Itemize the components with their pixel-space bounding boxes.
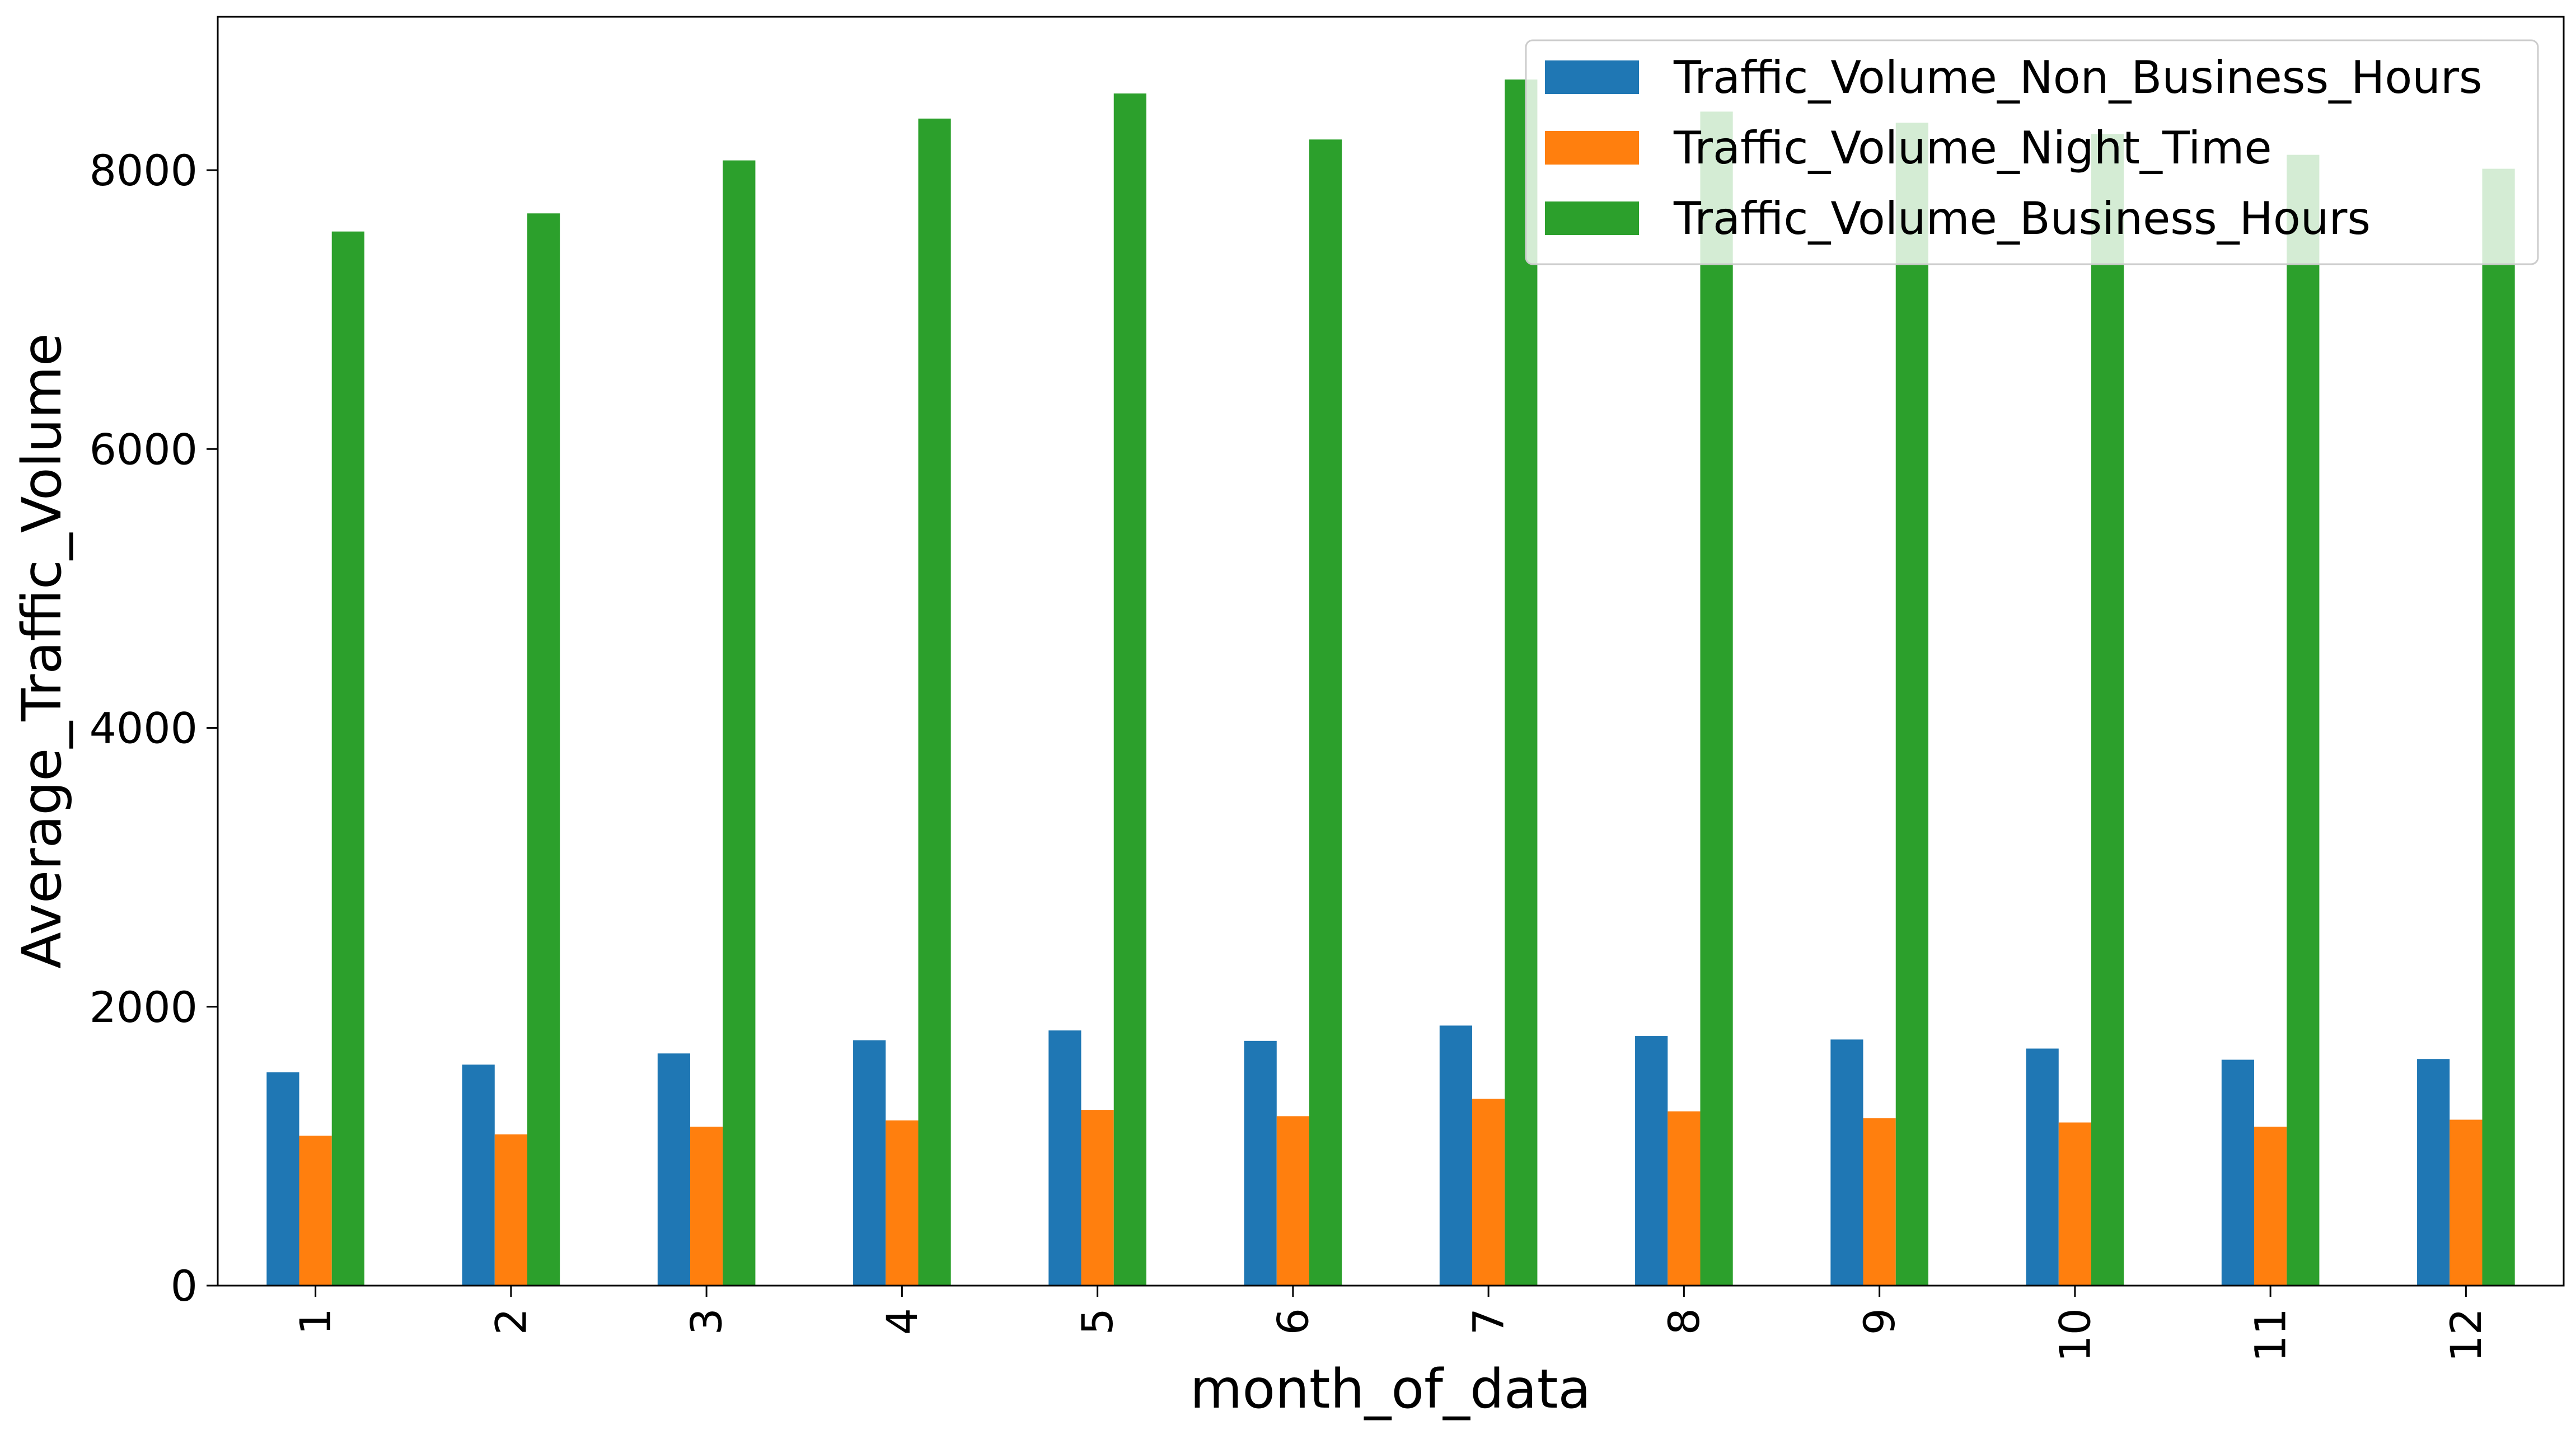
x-tick-label: 10 xyxy=(2050,1308,2100,1362)
bar-series-1-month-12 xyxy=(2417,1059,2450,1286)
legend-label: Traffic_Volume_Non_Business_Hours xyxy=(1673,51,2483,104)
legend-swatch xyxy=(1545,60,1639,94)
bar-series-2-month-11 xyxy=(2254,1127,2287,1286)
bar-series-2-month-4 xyxy=(886,1120,919,1286)
bar-series-1-month-1 xyxy=(266,1072,299,1286)
legend-label: Traffic_Volume_Business_Hours xyxy=(1673,193,2371,245)
bar-series-3-month-4 xyxy=(918,118,951,1286)
x-tick-label: 7 xyxy=(1464,1308,1514,1335)
x-tick-label: 1 xyxy=(291,1308,340,1335)
y-tick-label: 4000 xyxy=(90,704,198,753)
bar-series-2-month-3 xyxy=(690,1127,723,1286)
bar-series-2-month-2 xyxy=(494,1134,527,1286)
x-axis-label: month_of_data xyxy=(1190,1358,1591,1420)
bar-series-1-month-5 xyxy=(1048,1030,1081,1286)
x-tick-label: 3 xyxy=(682,1308,732,1335)
bars-layer xyxy=(266,79,2515,1286)
bar-series-1-month-8 xyxy=(1635,1036,1668,1286)
legend-swatch xyxy=(1545,131,1639,165)
bar-series-3-month-12 xyxy=(2482,168,2515,1286)
bar-series-3-month-5 xyxy=(1113,93,1146,1286)
bar-series-2-month-1 xyxy=(299,1136,332,1286)
y-tick-label: 8000 xyxy=(90,146,198,195)
bar-series-2-month-7 xyxy=(1472,1099,1505,1286)
bar-series-2-month-12 xyxy=(2449,1119,2483,1286)
bar-series-1-month-3 xyxy=(657,1053,691,1286)
x-tick-label: 4 xyxy=(877,1308,927,1335)
x-tick-label: 6 xyxy=(1268,1308,1318,1335)
bar-series-3-month-9 xyxy=(1895,123,1928,1286)
bar-series-2-month-10 xyxy=(2058,1122,2091,1286)
bar-series-2-month-5 xyxy=(1081,1110,1114,1286)
bar-series-3-month-2 xyxy=(527,213,560,1286)
bar-series-3-month-6 xyxy=(1309,139,1342,1286)
bar-series-3-month-10 xyxy=(2091,134,2124,1286)
y-tick-label: 0 xyxy=(171,1261,198,1311)
x-axis: 1 2 3 4 5 6 7 8 9 10 11 12 xyxy=(291,1286,2491,1362)
y-tick-label: 2000 xyxy=(90,982,198,1032)
x-tick-label: 8 xyxy=(1659,1308,1709,1335)
bar-series-3-month-1 xyxy=(331,231,364,1286)
x-tick-label: 12 xyxy=(2441,1308,2491,1362)
bar-series-1-month-7 xyxy=(1439,1025,1473,1286)
x-tick-label: 9 xyxy=(1854,1308,1904,1335)
x-tick-label: 11 xyxy=(2246,1308,2296,1362)
y-axis: 0 2000 4000 6000 8000 xyxy=(90,146,218,1311)
bar-series-3-month-11 xyxy=(2287,154,2320,1286)
legend-box xyxy=(1525,39,2539,265)
bar-series-1-month-9 xyxy=(1830,1039,1863,1286)
bar-series-1-month-10 xyxy=(2026,1048,2059,1286)
bar-series-3-month-3 xyxy=(723,160,756,1286)
y-axis-label: Average_Traffic_Volume xyxy=(11,333,73,969)
bar-series-2-month-9 xyxy=(1863,1118,1896,1286)
plot-frame xyxy=(217,16,2565,1287)
legend-swatch xyxy=(1545,201,1639,235)
bar-series-1-month-2 xyxy=(462,1065,495,1286)
legend-label: Traffic_Volume_Night_Time xyxy=(1673,122,2272,174)
bar-series-3-month-7 xyxy=(1505,79,1538,1286)
y-tick-label: 6000 xyxy=(90,424,198,474)
bar-series-3-month-8 xyxy=(1700,111,1733,1286)
bar-series-1-month-6 xyxy=(1244,1040,1277,1286)
bar-series-2-month-8 xyxy=(1668,1111,1701,1286)
x-tick-label: 5 xyxy=(1072,1308,1122,1335)
bar-series-2-month-6 xyxy=(1276,1116,1309,1286)
legend: Traffic_Volume_Non_Business_Hours Traffic… xyxy=(1525,39,2539,265)
bar-series-1-month-11 xyxy=(2221,1059,2255,1286)
bar-series-1-month-4 xyxy=(853,1040,886,1286)
x-tick-label: 2 xyxy=(486,1308,536,1335)
